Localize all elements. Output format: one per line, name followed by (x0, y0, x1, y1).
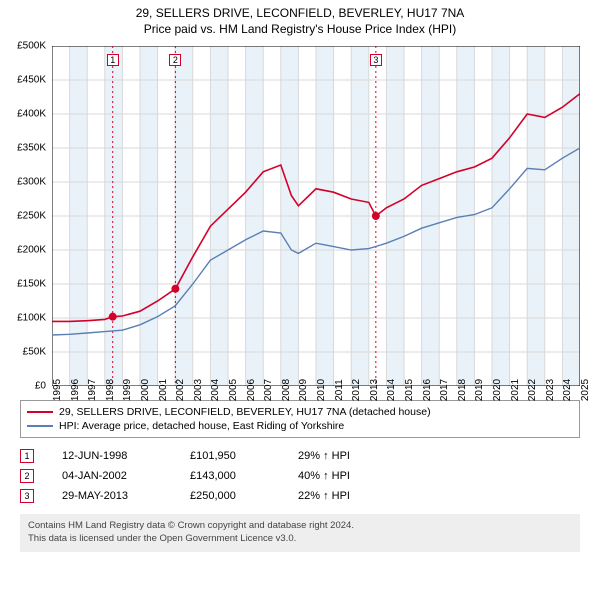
x-tick-label: 2013 (369, 379, 380, 401)
x-tick-label: 2005 (228, 379, 239, 401)
y-tick-label: £50K (23, 347, 46, 358)
sale-marker-1: 1 (107, 54, 119, 66)
x-tick-label: 2024 (562, 379, 573, 401)
x-tick-label: 2023 (545, 379, 556, 401)
x-tick-label: 2000 (140, 379, 151, 401)
y-tick-label: £150K (17, 279, 46, 290)
x-tick-label: 2001 (158, 379, 169, 401)
sales-table: 1 12-JUN-1998 £101,950 29% ↑ HPI 2 04-JAN-200… (20, 446, 580, 506)
x-tick-label: 2002 (175, 379, 186, 401)
y-tick-label: £500K (17, 41, 46, 52)
data-licence-footer: Contains HM Land Registry data © Crown c… (20, 514, 580, 552)
sale-marker-icon: 1 (20, 449, 34, 463)
chart-area: 123£0£50K£100K£150K£200K£250K£300K£350K£… (52, 46, 580, 386)
legend-label: HPI: Average price, detached house, East… (59, 420, 344, 432)
sale-date: 04-JAN-2002 (62, 470, 162, 482)
sale-price: £101,950 (190, 450, 270, 462)
x-tick-label: 2017 (439, 379, 450, 401)
legend-label: 29, SELLERS DRIVE, LECONFIELD, BEVERLEY,… (59, 406, 431, 418)
x-tick-label: 2019 (474, 379, 485, 401)
sale-vs-hpi: 29% ↑ HPI (298, 450, 388, 462)
legend-item: 29, SELLERS DRIVE, LECONFIELD, BEVERLEY,… (27, 405, 573, 419)
legend-swatch (27, 411, 53, 413)
y-tick-label: £200K (17, 245, 46, 256)
sale-marker-icon: 3 (20, 489, 34, 503)
x-tick-label: 2021 (510, 379, 521, 401)
x-tick-label: 2022 (527, 379, 538, 401)
chart-subtitle: Price paid vs. HM Land Registry's House … (0, 22, 600, 36)
x-tick-label: 2010 (316, 379, 327, 401)
x-tick-label: 2011 (334, 379, 345, 401)
title-block: 29, SELLERS DRIVE, LECONFIELD, BEVERLEY,… (0, 0, 600, 36)
footer-line-2: This data is licensed under the Open Gov… (28, 533, 572, 546)
sale-marker-3: 3 (370, 54, 382, 66)
price-chart (52, 46, 580, 386)
x-tick-label: 1999 (122, 379, 133, 401)
sale-vs-hpi: 22% ↑ HPI (298, 490, 388, 502)
y-tick-label: £350K (17, 143, 46, 154)
y-tick-label: £300K (17, 177, 46, 188)
y-tick-label: £450K (17, 75, 46, 86)
sale-price: £250,000 (190, 490, 270, 502)
y-tick-label: £0 (35, 381, 46, 392)
sale-row: 1 12-JUN-1998 £101,950 29% ↑ HPI (20, 446, 580, 466)
y-tick-label: £400K (17, 109, 46, 120)
x-tick-label: 2018 (457, 379, 468, 401)
x-tick-label: 2003 (193, 379, 204, 401)
x-tick-label: 1996 (70, 379, 81, 401)
x-tick-label: 2015 (404, 379, 415, 401)
x-tick-label: 2012 (351, 379, 362, 401)
sale-marker-icon: 2 (20, 469, 34, 483)
x-tick-label: 2016 (422, 379, 433, 401)
page-root: 29, SELLERS DRIVE, LECONFIELD, BEVERLEY,… (0, 0, 600, 590)
footer-line-1: Contains HM Land Registry data © Crown c… (28, 520, 572, 533)
y-tick-label: £250K (17, 211, 46, 222)
x-tick-label: 2008 (281, 379, 292, 401)
x-tick-label: 2007 (263, 379, 274, 401)
chart-title-address: 29, SELLERS DRIVE, LECONFIELD, BEVERLEY,… (0, 6, 600, 20)
x-tick-label: 1997 (87, 379, 98, 401)
x-tick-label: 2025 (580, 379, 591, 401)
legend-swatch (27, 425, 53, 427)
x-tick-label: 1995 (52, 379, 63, 401)
x-tick-label: 2004 (210, 379, 221, 401)
x-tick-label: 2009 (298, 379, 309, 401)
sale-marker-2: 2 (169, 54, 181, 66)
x-tick-label: 2014 (386, 379, 397, 401)
legend-item: HPI: Average price, detached house, East… (27, 419, 573, 433)
sale-price: £143,000 (190, 470, 270, 482)
x-tick-label: 2006 (246, 379, 257, 401)
sale-row: 3 29-MAY-2013 £250,000 22% ↑ HPI (20, 486, 580, 506)
sale-row: 2 04-JAN-2002 £143,000 40% ↑ HPI (20, 466, 580, 486)
sale-date: 29-MAY-2013 (62, 490, 162, 502)
sale-vs-hpi: 40% ↑ HPI (298, 470, 388, 482)
x-tick-label: 1998 (105, 379, 116, 401)
legend-box: 29, SELLERS DRIVE, LECONFIELD, BEVERLEY,… (20, 400, 580, 438)
x-tick-label: 2020 (492, 379, 503, 401)
y-tick-label: £100K (17, 313, 46, 324)
sale-date: 12-JUN-1998 (62, 450, 162, 462)
